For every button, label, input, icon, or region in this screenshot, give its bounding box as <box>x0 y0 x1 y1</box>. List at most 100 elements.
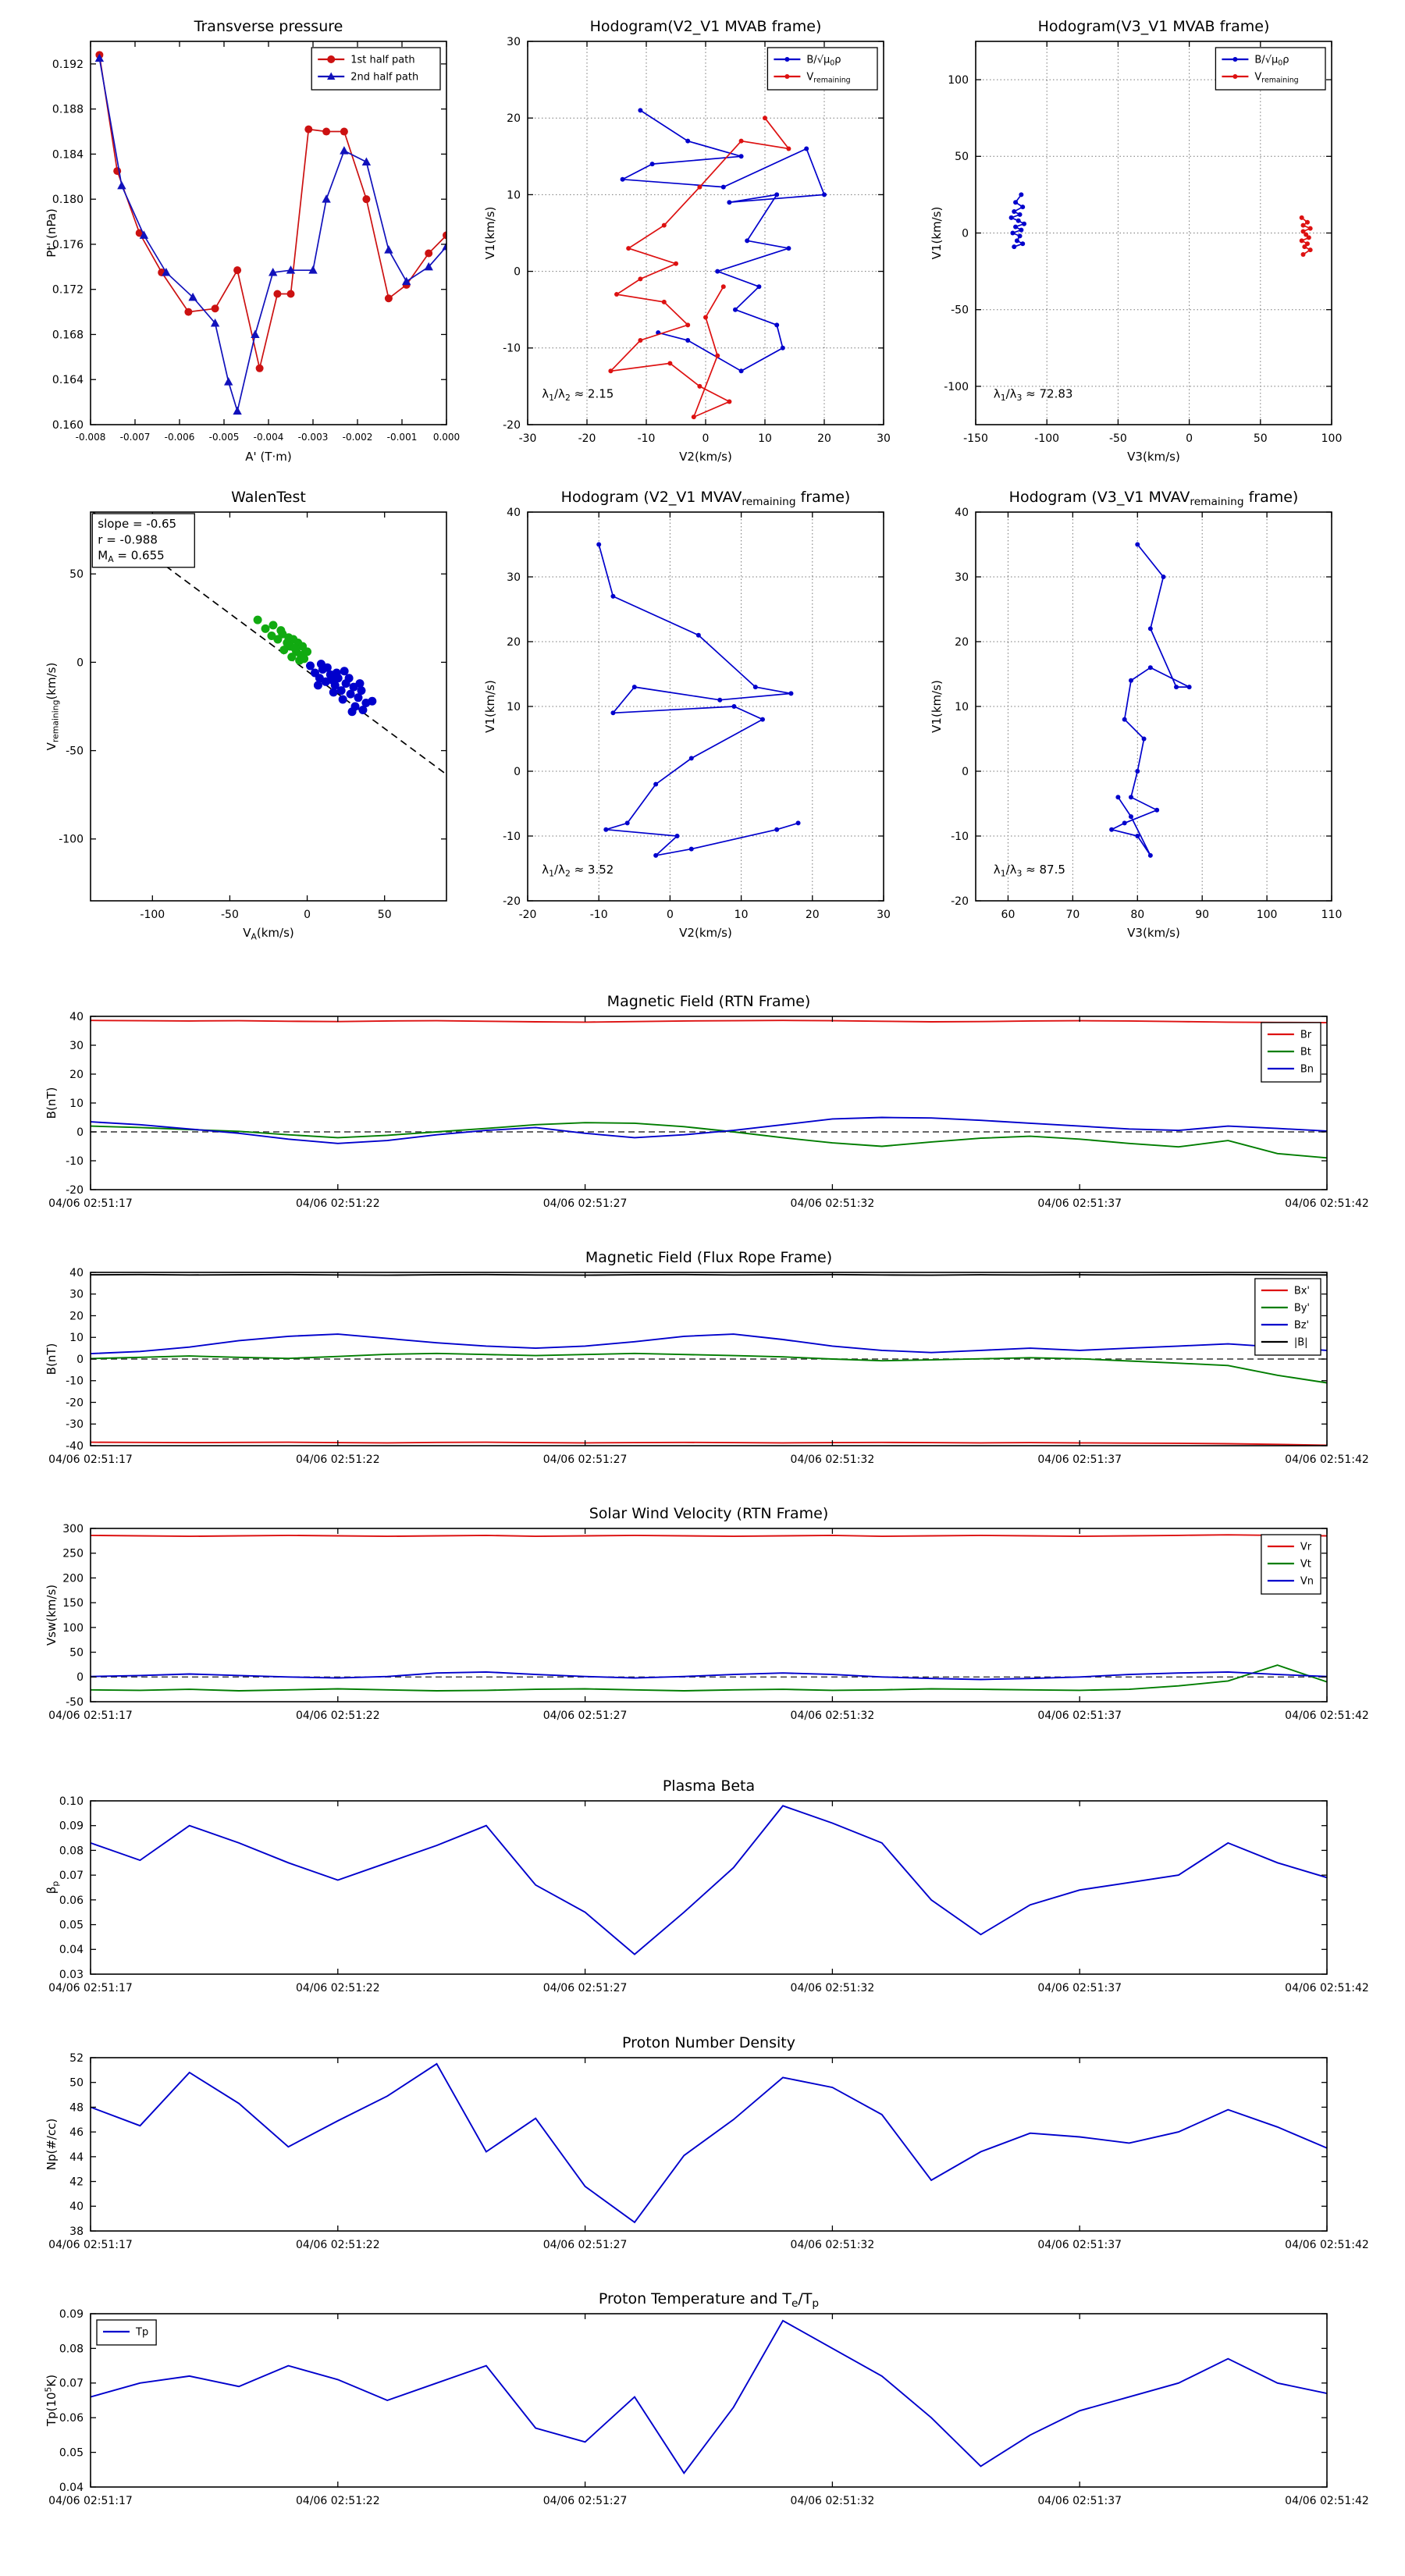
svg-text:200: 200 <box>62 1572 84 1585</box>
svg-text:90: 90 <box>1195 909 1209 921</box>
chart-hodogram-v2v1-mvab: -30 -20 -10 0 10 20 30 -20 -10 0 10 20 30 Hodogram(V2… <box>482 16 891 468</box>
svg-text:0: 0 <box>1186 432 1193 445</box>
svg-text:50: 50 <box>378 909 392 921</box>
svg-text:βp: βp <box>44 1881 60 1895</box>
svg-text:04/06 02:51:32: 04/06 02:51:32 <box>791 1982 875 1994</box>
svg-text:04/06 02:51:42: 04/06 02:51:42 <box>1285 1982 1369 1994</box>
svg-text:-0.002: -0.002 <box>343 432 373 443</box>
svg-text:V2(km/s): V2(km/s) <box>679 926 732 940</box>
svg-text:20: 20 <box>806 909 820 921</box>
svg-text:Br: Br <box>1300 1030 1312 1041</box>
svg-text:04/06 02:51:17: 04/06 02:51:17 <box>48 2495 133 2507</box>
svg-text:04/06 02:51:37: 04/06 02:51:37 <box>1037 1197 1122 1210</box>
svg-text:Bz': Bz' <box>1294 1320 1309 1332</box>
svg-text:-30: -30 <box>519 432 537 445</box>
svg-text:2nd half path: 2nd half path <box>350 72 418 84</box>
svg-text:-100: -100 <box>1034 432 1059 445</box>
svg-text:04/06 02:51:32: 04/06 02:51:32 <box>791 1710 875 1722</box>
svg-text:300: 300 <box>62 1523 84 1535</box>
svg-text:80: 80 <box>1130 909 1144 921</box>
svg-text:04/06 02:51:27: 04/06 02:51:27 <box>543 1710 628 1722</box>
svg-text:-100: -100 <box>59 834 84 846</box>
svg-text:-20: -20 <box>951 895 969 908</box>
chart-solar-wind-velocity: 04/06 02:51:17 04/06 02:51:22 04/06 02:51:… <box>44 1492 1386 1734</box>
svg-text:V1(km/s): V1(km/s) <box>483 680 497 733</box>
svg-text:-150: -150 <box>963 432 988 445</box>
svg-text:0: 0 <box>702 432 710 445</box>
svg-text:λ1/λ3 ≈ 72.83: λ1/λ3 ≈ 72.83 <box>994 387 1073 403</box>
svg-text:20: 20 <box>69 1310 84 1322</box>
svg-text:-50: -50 <box>66 1696 84 1709</box>
svg-text:0.03: 0.03 <box>59 1969 84 1981</box>
svg-text:0: 0 <box>76 1126 84 1139</box>
svg-text:250: 250 <box>62 1548 84 1560</box>
svg-text:0.04: 0.04 <box>59 1944 84 1956</box>
svg-text:WalenTest: WalenTest <box>231 489 306 506</box>
svg-text:-0.008: -0.008 <box>76 432 106 443</box>
svg-text:20: 20 <box>507 636 521 649</box>
svg-text:Solar Wind Velocity (RTN Frame: Solar Wind Velocity (RTN Frame) <box>589 1505 829 1522</box>
chart-magnetic-field-flux-rope: 04/06 02:51:17 04/06 02:51:22 04/06 02:51:… <box>44 1236 1386 1478</box>
svg-text:0: 0 <box>514 766 521 778</box>
svg-text:04/06 02:51:17: 04/06 02:51:17 <box>48 1453 133 1466</box>
svg-text:10: 10 <box>69 1332 84 1344</box>
svg-text:04/06 02:51:42: 04/06 02:51:42 <box>1285 1453 1369 1466</box>
svg-text:0.172: 0.172 <box>52 284 84 297</box>
svg-text:60: 60 <box>1001 909 1016 921</box>
svg-text:50: 50 <box>1254 432 1268 445</box>
svg-text:Vsw(km/s): Vsw(km/s) <box>44 1585 59 1646</box>
svg-text:-0.003: -0.003 <box>298 432 329 443</box>
svg-text:50: 50 <box>955 151 969 163</box>
svg-text:40: 40 <box>507 507 521 519</box>
svg-text:0.05: 0.05 <box>59 1919 84 1931</box>
svg-text:04/06 02:51:42: 04/06 02:51:42 <box>1285 2239 1369 2251</box>
svg-text:0: 0 <box>962 227 969 240</box>
svg-text:-10: -10 <box>503 831 521 843</box>
svg-text:04/06 02:51:22: 04/06 02:51:22 <box>296 1710 380 1722</box>
svg-text:04/06 02:51:17: 04/06 02:51:17 <box>48 2239 133 2251</box>
svg-text:Vremaining(km/s): Vremaining(km/s) <box>44 663 60 751</box>
svg-text:-40: -40 <box>66 1440 84 1453</box>
svg-text:04/06 02:51:22: 04/06 02:51:22 <box>296 1197 380 1210</box>
svg-text:Magnetic Field (RTN Frame): Magnetic Field (RTN Frame) <box>607 993 811 1010</box>
svg-text:Bn: Bn <box>1300 1064 1314 1076</box>
svg-text:λ1/λ2 ≈ 2.15: λ1/λ2 ≈ 2.15 <box>542 387 614 403</box>
svg-text:λ1/λ2 ≈ 3.52: λ1/λ2 ≈ 3.52 <box>542 863 614 878</box>
svg-text:r = -0.988: r = -0.988 <box>98 532 158 546</box>
svg-text:04/06 02:51:42: 04/06 02:51:42 <box>1285 1710 1369 1722</box>
svg-text:100: 100 <box>62 1622 84 1635</box>
svg-text:0.176: 0.176 <box>52 239 84 251</box>
svg-text:30: 30 <box>955 571 969 584</box>
chart-magnetic-field-rtn: 04/06 02:51:17 04/06 02:51:22 04/06 02:51:… <box>44 980 1386 1222</box>
svg-text:Tp: Tp <box>135 2327 148 2339</box>
chart-hodogram-v3v1-mvav: 60 70 80 90 100 110 -20 -10 0 10 20 30 40 Hodogram (V… <box>929 484 1350 945</box>
chart-proton-temperature: 04/06 02:51:17 04/06 02:51:22 04/06 02:51:… <box>44 2277 1386 2519</box>
chart-hodogram-v3v1-mvab: -150 -100 -50 0 50 100 -100 -50 0 50 100 Hodogram(V… <box>929 16 1350 468</box>
svg-text:20: 20 <box>69 1069 84 1081</box>
svg-text:-30: -30 <box>66 1418 84 1431</box>
svg-text:04/06 02:51:17: 04/06 02:51:17 <box>48 1710 133 1722</box>
svg-text:B/√μ0ρ: B/√μ0ρ <box>806 55 841 68</box>
svg-text:04/06 02:51:37: 04/06 02:51:37 <box>1037 1710 1122 1722</box>
svg-text:44: 44 <box>69 2151 84 2164</box>
svg-text:0: 0 <box>76 1354 84 1366</box>
svg-text:Np(#/cc): Np(#/cc) <box>44 2119 59 2171</box>
svg-text:48: 48 <box>69 2101 84 2114</box>
svg-text:Transverse pressure: Transverse pressure <box>194 18 343 35</box>
svg-text:50: 50 <box>69 568 84 581</box>
svg-text:40: 40 <box>69 2201 84 2213</box>
svg-text:10: 10 <box>735 909 749 921</box>
svg-text:-0.005: -0.005 <box>209 432 240 443</box>
svg-text:Pt' (nPa): Pt' (nPa) <box>44 208 59 258</box>
svg-text:10: 10 <box>758 432 772 445</box>
svg-text:04/06 02:51:22: 04/06 02:51:22 <box>296 1453 380 1466</box>
svg-text:40: 40 <box>69 1011 84 1023</box>
svg-text:04/06 02:51:27: 04/06 02:51:27 <box>543 2239 628 2251</box>
svg-text:-50: -50 <box>951 304 969 317</box>
svg-text:04/06 02:51:42: 04/06 02:51:42 <box>1285 2495 1369 2507</box>
svg-text:04/06 02:51:37: 04/06 02:51:37 <box>1037 1453 1122 1466</box>
svg-text:0.160: 0.160 <box>52 419 84 432</box>
svg-text:Hodogram (V2_V1 MVAVremaining: Hodogram (V2_V1 MVAVremaining frame) <box>561 489 851 508</box>
svg-text:04/06 02:51:32: 04/06 02:51:32 <box>791 2495 875 2507</box>
